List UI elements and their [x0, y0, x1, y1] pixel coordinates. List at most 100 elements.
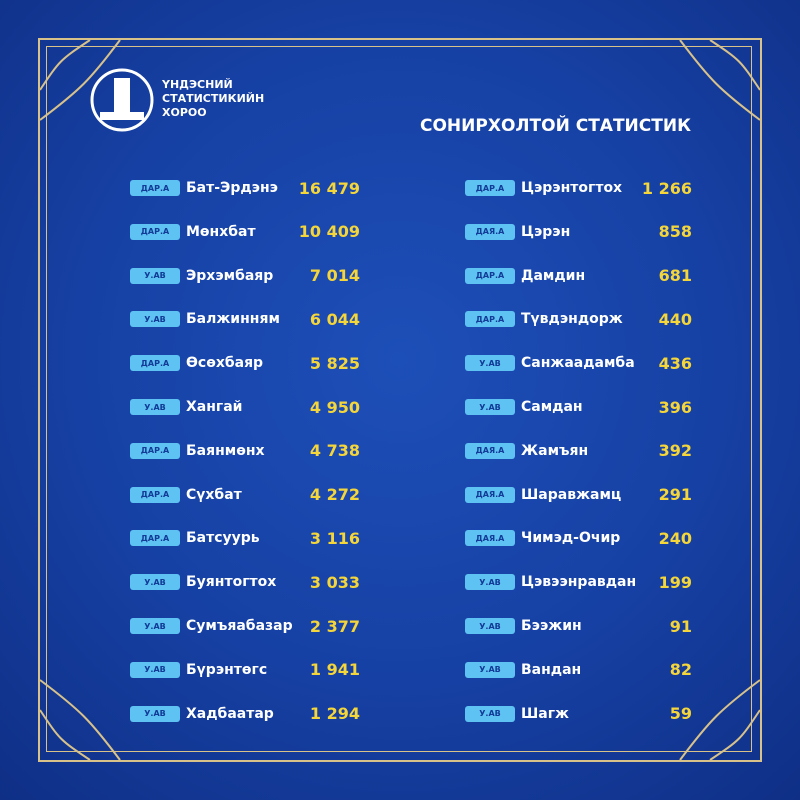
value: 240 — [658, 528, 692, 548]
name: Шагж — [521, 705, 569, 722]
name: Сумъяабазар — [186, 618, 293, 634]
name: Өсөхбаяр — [186, 355, 264, 372]
tag: ДАЯ.А — [465, 442, 515, 459]
tag: ДАР.А — [130, 486, 180, 503]
logo — [90, 68, 154, 132]
tag: У.АВ — [465, 355, 515, 372]
row: У.АВ Цэвээнравдан 199 — [465, 570, 692, 594]
frame — [38, 38, 762, 762]
name: Мөнхбат — [186, 223, 256, 240]
value: 3 116 — [309, 528, 360, 548]
name: Шаравжамц — [521, 486, 622, 503]
value: 436 — [658, 353, 692, 373]
name: Вандан — [521, 661, 582, 678]
row: ДАЯ.А Цэрэн 858 — [465, 220, 692, 244]
name: Бат-Эрдэнэ — [186, 180, 278, 196]
name: Баянмөнх — [186, 442, 265, 459]
name: Сүхбат — [186, 486, 242, 503]
name: Батсуурь — [186, 530, 260, 547]
row: ДАР.А Бат-Эрдэнэ 16 479 — [130, 176, 360, 200]
org-line: ХОРОО — [162, 106, 207, 119]
tag: ДАР.А — [130, 355, 180, 372]
name: Цэвээнравдан — [521, 574, 637, 591]
frame-inner — [46, 46, 752, 752]
tag: У.АВ — [130, 311, 180, 328]
tag: ДАР.А — [465, 267, 515, 284]
value: 16 479 — [298, 178, 360, 198]
value: 4 738 — [309, 441, 360, 461]
tag: У.АВ — [130, 399, 180, 415]
value: 858 — [658, 222, 692, 242]
row: У.АВ Эрхэмбаяр 7 014 — [130, 264, 360, 288]
name: Чимэд-Очир — [521, 530, 621, 547]
name: Санжаадамба — [521, 355, 635, 372]
tag: ДАР.А — [130, 530, 180, 547]
name: Цэрэн — [521, 223, 571, 240]
value: 4 272 — [309, 485, 360, 505]
row: У.АВ Балжинням 6 044 — [130, 307, 360, 331]
name: Балжинням — [186, 311, 280, 328]
value: 7 014 — [309, 266, 360, 286]
tag: ДАЯ.А — [465, 486, 515, 503]
tag: ДАР.А — [465, 180, 515, 196]
value: 3 033 — [309, 572, 360, 592]
tag: У.АВ — [465, 705, 515, 722]
value: 59 — [669, 704, 692, 724]
title: СОНИРХОЛТОЙ СТАТИСТИК — [420, 116, 691, 136]
tag: У.АВ — [130, 618, 180, 634]
tag: У.АВ — [465, 574, 515, 591]
value: 681 — [658, 266, 692, 286]
row: ДАЯ.А Жамъян 392 — [465, 439, 692, 463]
name: Дамдин — [521, 267, 586, 284]
row: ДАР.А Мөнхбат 10 409 — [130, 220, 360, 244]
name: Самдан — [521, 399, 583, 415]
value: 6 044 — [309, 309, 360, 329]
row: У.АВ Буянтогтох 3 033 — [130, 570, 360, 594]
value: 91 — [669, 616, 692, 636]
row: У.АВ Бээжин 91 — [465, 614, 692, 638]
org-name: ҮНДЭСНИЙ СТАТИСТИКИЙН ХОРОО — [162, 78, 264, 120]
value: 440 — [658, 309, 692, 329]
value: 5 825 — [309, 353, 360, 373]
row: ДАР.А Батсуурь 3 116 — [130, 526, 360, 550]
org-line: ҮНДЭСНИЙ — [162, 78, 233, 91]
value: 396 — [658, 397, 692, 417]
row: ДАР.А Цэрэнтогтох 1 266 — [465, 176, 692, 200]
tag: У.АВ — [465, 661, 515, 678]
tag: У.АВ — [130, 574, 180, 591]
row: У.АВ Сумъяабазар 2 377 — [130, 614, 360, 638]
value: 1 941 — [309, 660, 360, 680]
value: 392 — [658, 441, 692, 461]
row: У.АВ Вандан 82 — [465, 658, 692, 682]
row: У.АВ Хангай 4 950 — [130, 395, 360, 419]
name: Эрхэмбаяр — [186, 267, 274, 284]
tag: ДАР.А — [130, 442, 180, 459]
row: ДАР.А Дамдин 681 — [465, 264, 692, 288]
name: Түвдэндорж — [521, 311, 623, 328]
tag: ДАР.А — [130, 180, 180, 196]
tag: ДАЯ.А — [465, 530, 515, 547]
row: ДАР.А Түвдэндорж 440 — [465, 307, 692, 331]
tag: ДАР.А — [130, 223, 180, 240]
name: Бүрэнтөгс — [186, 661, 268, 678]
row: ДАЯ.А Шаравжамц 291 — [465, 483, 692, 507]
tag: У.АВ — [130, 661, 180, 678]
name: Хангай — [186, 399, 243, 415]
name: Цэрэнтогтох — [521, 180, 623, 196]
org-line: СТАТИСТИКИЙН — [162, 92, 265, 105]
value: 10 409 — [298, 222, 360, 242]
row: ДАЯ.А Чимэд-Очир 240 — [465, 526, 692, 550]
row: ДАР.А Баянмөнх 4 738 — [130, 439, 360, 463]
value: 2 377 — [309, 616, 360, 636]
name: Жамъян — [521, 442, 589, 459]
row: У.АВ Самдан 396 — [465, 395, 692, 419]
value: 291 — [658, 485, 692, 505]
row: ДАР.А Сүхбат 4 272 — [130, 483, 360, 507]
value: 199 — [658, 572, 692, 592]
row: У.АВ Хадбаатар 1 294 — [130, 702, 360, 726]
value: 1 294 — [309, 704, 360, 724]
row: У.АВ Бүрэнтөгс 1 941 — [130, 658, 360, 682]
tag: ДАЯ.А — [465, 223, 515, 240]
